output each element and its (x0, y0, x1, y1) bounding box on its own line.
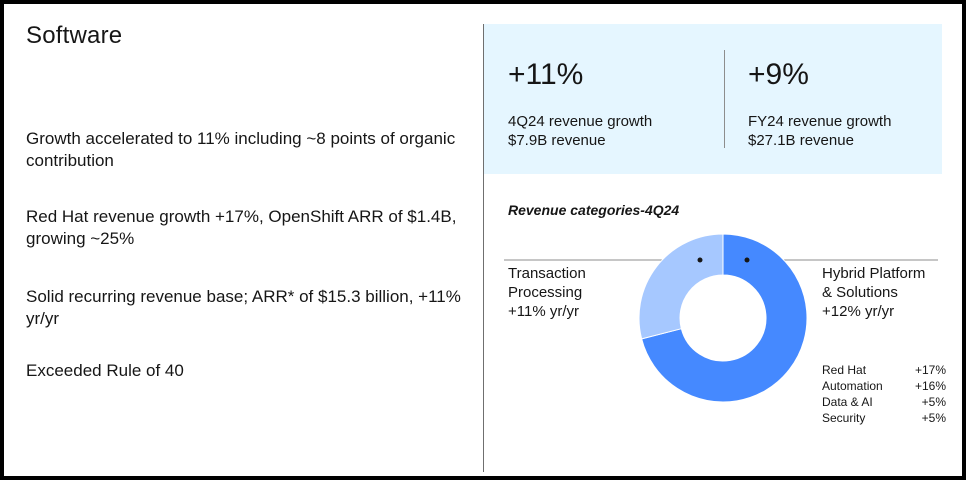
kpi-quarter-revenue-label: $7.9B revenue (508, 132, 606, 149)
breakdown-row-red-hat: Red Hat +17% (822, 362, 946, 378)
breakdown-value: +16% (914, 379, 946, 393)
vertical-divider (483, 24, 484, 472)
transaction-label-line-3: +11% yr/yr (508, 303, 579, 320)
donut-chart (504, 233, 938, 403)
breakdown-name: Red Hat (822, 363, 867, 377)
transaction-marker-dot (697, 257, 703, 263)
donut-slices (638, 233, 808, 403)
slide-title: Software (26, 22, 123, 49)
breakdown-name: Security (822, 411, 866, 425)
kpi-year-label: FY24 revenue growth $27.1B revenue (748, 112, 891, 150)
hybrid-label-line-1: Hybrid Platform (822, 265, 926, 282)
bullet-red-hat: Red Hat revenue growth +17%, OpenShift A… (26, 207, 457, 248)
hybrid-label-line-3: +12% yr/yr (822, 303, 895, 320)
bullet-growth: Growth accelerated to 11% including ~8 p… (26, 129, 456, 170)
chart-title: Revenue categories-4Q24 (508, 202, 680, 218)
breakdown-value: +17% (914, 363, 946, 377)
slide: Software Growth accelerated to 11% inclu… (4, 4, 962, 476)
kpi-year-value: +9% (748, 58, 809, 91)
breakdown-value: +5% (921, 411, 946, 425)
transaction-label-line-1: Transaction (508, 265, 586, 282)
kpi-separator (724, 50, 725, 148)
kpi-quarter-label: 4Q24 revenue growth $7.9B revenue (508, 112, 652, 150)
kpi-year-growth-label: FY24 revenue growth (748, 113, 892, 130)
breakdown-row-automation: Automation +16% (822, 378, 946, 394)
breakdown-row-security: Security +5% (822, 410, 946, 426)
hybrid-breakdown-list: Red Hat +17% Automation +16% Data & AI +… (822, 362, 946, 426)
kpi-quarter-growth-label: 4Q24 revenue growth (508, 113, 653, 130)
kpi-quarter-value: +11% (508, 58, 584, 91)
breakdown-value: +5% (921, 395, 946, 409)
hybrid-marker-dot (744, 257, 750, 263)
donut-slice-hybrid-platform-solutions (641, 233, 808, 403)
bullet-arr: Solid recurring revenue base; ARR* of $1… (26, 287, 461, 328)
kpi-year-revenue-label: $27.1B revenue (748, 132, 854, 149)
kpi-panel: +11% 4Q24 revenue growth $7.9B revenue +… (484, 24, 942, 174)
bullet-rule-of-40: Exceeded Rule of 40 (26, 361, 184, 380)
breakdown-row-data-ai: Data & AI +5% (822, 394, 946, 410)
hybrid-platform-label: Hybrid Platform & Solutions +12% yr/yr (822, 264, 925, 321)
breakdown-name: Automation (822, 379, 883, 393)
donut-slice-transaction-processing (638, 233, 724, 340)
transaction-label-line-2: Processing (508, 284, 583, 301)
hybrid-label-line-2: & Solutions (822, 284, 898, 301)
breakdown-name: Data & AI (822, 395, 873, 409)
transaction-processing-label: Transaction Processing +11% yr/yr (508, 264, 586, 321)
